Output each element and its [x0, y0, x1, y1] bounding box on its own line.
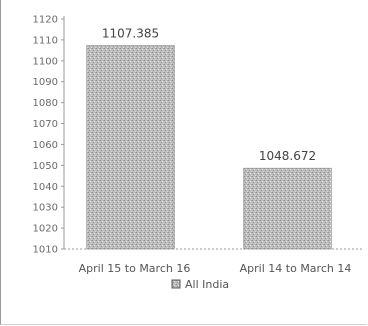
- category-label: April 14 to March 14: [240, 262, 352, 275]
- y-tick-label: 1070: [33, 119, 58, 130]
- data-label: 1048.672: [259, 149, 316, 163]
- legend: All India: [171, 278, 229, 291]
- x-axis-categories: April 15 to March 16 April 14 to March 14: [79, 262, 352, 275]
- y-tick-label: 1110: [33, 35, 58, 46]
- bar: [86, 45, 175, 250]
- data-labels: 1107.385 1048.672: [102, 26, 316, 163]
- y-tick-label: 1120: [33, 15, 58, 26]
- category-label: April 15 to March 16: [79, 262, 191, 275]
- y-tick-label: 1050: [33, 161, 58, 172]
- y-axis-ticks: 1120 1110 1100 1090 1080 1070 1060 1050 1040 1030…: [33, 15, 64, 256]
- bar: [243, 167, 332, 250]
- y-tick-label: 1040: [33, 182, 58, 193]
- y-tick-label: 1030: [33, 203, 58, 214]
- y-tick-label: 1020: [33, 224, 58, 235]
- y-tick-label: 1060: [33, 140, 58, 151]
- legend-label: All India: [185, 278, 229, 291]
- legend-swatch: [171, 279, 181, 289]
- bars: [86, 45, 332, 250]
- y-tick-label: 1090: [33, 77, 58, 88]
- y-tick-label: 1010: [33, 245, 58, 256]
- y-tick-label: 1100: [33, 56, 58, 67]
- y-tick-label: 1080: [33, 98, 58, 109]
- data-label: 1107.385: [102, 26, 159, 40]
